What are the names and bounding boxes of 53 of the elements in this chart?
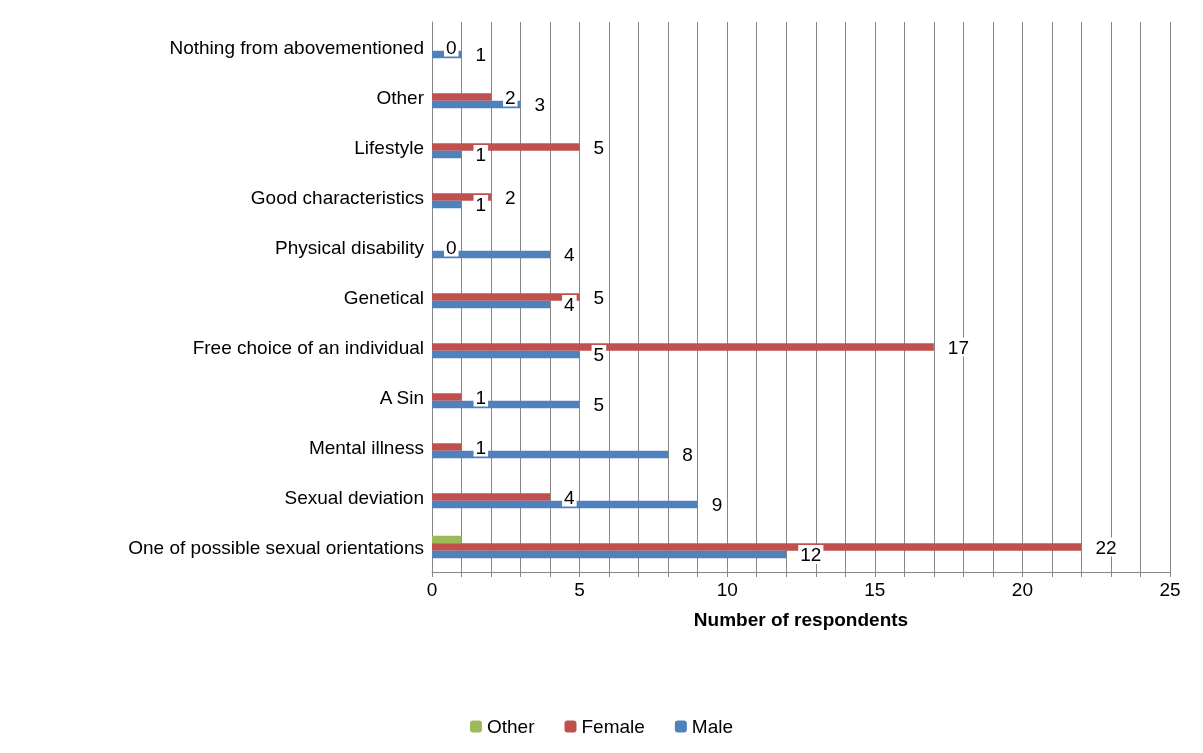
legend-label: Male — [691, 716, 734, 737]
data-label: 1 — [475, 44, 487, 65]
bar — [432, 535, 462, 544]
data-label: 5 — [593, 136, 605, 158]
legend-label: Female — [581, 716, 645, 737]
y-tick-label: Good characteristics — [250, 186, 424, 208]
data-label: 0 — [446, 36, 457, 58]
data-label: 4 — [564, 244, 576, 265]
bar — [432, 443, 462, 451]
y-tick-label: Nothing from abovementioned — [169, 36, 424, 58]
x-tick-label: 5 — [574, 579, 585, 600]
x-tick-label: 15 — [864, 579, 886, 600]
data-label: 5 — [593, 394, 605, 415]
data-label: 1 — [475, 144, 487, 165]
data-label: 12 — [800, 544, 822, 565]
x-axis-title: Number of respondents — [693, 609, 909, 630]
data-label: 9 — [711, 494, 723, 515]
bar — [432, 550, 787, 559]
data-label: 1 — [475, 436, 487, 458]
y-tick-label: Other — [376, 86, 425, 108]
data-label: 3 — [534, 94, 546, 115]
y-tick-label: Lifestyle — [354, 136, 424, 158]
x-tick-label: 10 — [716, 579, 738, 600]
y-tick-label: Sexual deviation — [284, 486, 424, 508]
data-label: 5 — [593, 344, 605, 365]
y-tick-label: Genetical — [343, 286, 424, 308]
y-tick-label: Physical disability — [275, 236, 425, 258]
data-label: 1 — [475, 386, 487, 408]
data-label: 4 — [564, 486, 576, 508]
y-tick-label: One of possible sexual orientations — [128, 536, 424, 558]
data-label: 4 — [564, 294, 576, 315]
y-tick-label: Mental illness — [308, 436, 424, 458]
data-label: 8 — [682, 444, 693, 465]
bar — [432, 493, 551, 501]
y-tick-label: Free choice of an individual — [192, 336, 424, 358]
x-tick-label: 20 — [1011, 579, 1033, 600]
data-label: 1 — [475, 194, 487, 215]
bar — [432, 393, 462, 401]
data-label: 2 — [505, 86, 516, 108]
bar — [432, 300, 551, 309]
y-tick-label: A Sin — [379, 386, 424, 408]
bar — [432, 200, 462, 209]
data-label: 5 — [593, 286, 605, 308]
legend-label: Other — [486, 716, 536, 737]
bar — [432, 93, 492, 101]
bar — [432, 150, 462, 159]
bar — [432, 350, 580, 359]
data-label: 2 — [505, 186, 516, 208]
x-tick-label: 0 — [426, 579, 438, 600]
x-tick-label: 25 — [1159, 579, 1181, 600]
data-label: 17 — [947, 336, 969, 358]
data-label: 0 — [446, 236, 457, 258]
data-label: 22 — [1095, 536, 1117, 558]
